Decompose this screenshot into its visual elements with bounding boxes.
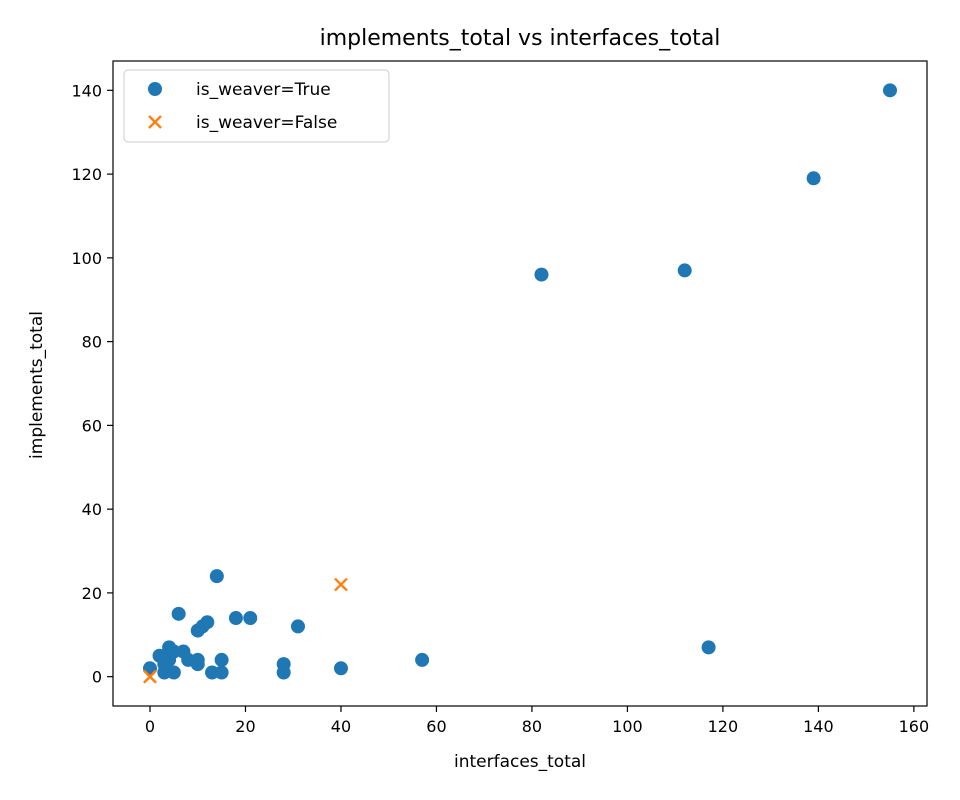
y-tick-label: 100 <box>71 249 102 268</box>
x-axis-title: interfaces_total <box>454 752 586 772</box>
y-tick-label: 80 <box>82 333 102 352</box>
y-tick-label: 0 <box>92 668 102 687</box>
data-point-true <box>701 640 716 655</box>
data-point-true <box>677 263 692 278</box>
data-point-true <box>190 657 205 672</box>
y-axis-title: implements_total <box>27 311 47 459</box>
legend-label: is_weaver=False <box>196 113 337 133</box>
x-tick-label: 0 <box>145 717 155 736</box>
legend-marker-circle <box>148 82 162 96</box>
data-point-true <box>214 665 229 680</box>
legend-box <box>123 69 390 143</box>
x-tick-label: 120 <box>708 717 739 736</box>
data-point-true <box>534 267 549 282</box>
data-point-true <box>243 611 258 626</box>
data-point-true <box>333 661 348 676</box>
y-tick-label: 120 <box>71 165 102 184</box>
data-point-true <box>276 665 291 680</box>
data-point-true <box>166 665 181 680</box>
axes-frame <box>112 60 928 707</box>
data-point-true <box>806 171 821 186</box>
x-marker-stroke <box>143 669 157 684</box>
data-point-true <box>171 606 186 621</box>
x-tick-label: 160 <box>899 717 930 736</box>
y-tick-label: 40 <box>82 500 102 519</box>
data-point-true <box>209 569 224 584</box>
legend-marker-x <box>148 115 162 129</box>
data-point-true <box>214 652 229 667</box>
plot-area: 0 20 40 60 80 100 120 140 160 0 20 40 60 80 100 120 140 <box>71 60 930 736</box>
data-point-false <box>143 669 157 684</box>
x-tick-label: 140 <box>803 717 834 736</box>
data-point-true <box>228 611 243 626</box>
y-tick-label: 20 <box>82 584 102 603</box>
x-tick-label: 60 <box>426 717 446 736</box>
data-point-true <box>415 652 430 667</box>
x-tick-label: 80 <box>522 717 542 736</box>
legend-label: is_weaver=True <box>196 80 331 100</box>
x-marker-stroke <box>148 115 162 129</box>
x-tick-label: 40 <box>331 717 351 736</box>
x-tick-label: 100 <box>612 717 643 736</box>
data-point-false <box>334 577 348 592</box>
chart-title: implements_total vs interfaces_total <box>320 26 721 51</box>
legend: is_weaver=True is_weaver=False <box>123 69 390 143</box>
data-point-true <box>883 83 897 98</box>
x-marker-stroke <box>334 577 348 592</box>
x-tick-label: 20 <box>235 717 255 736</box>
data-point-true <box>291 619 305 634</box>
y-tick-label: 60 <box>82 416 102 435</box>
data-point-true <box>200 615 215 630</box>
y-tick-label: 140 <box>71 81 102 100</box>
